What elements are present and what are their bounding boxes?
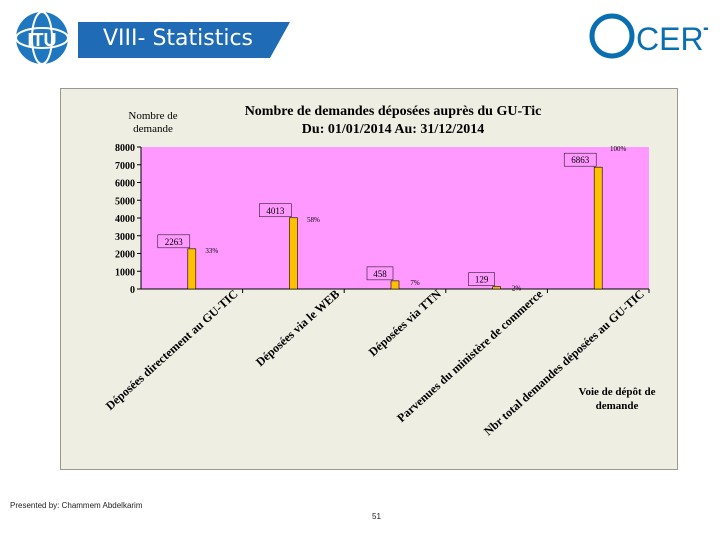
category-label: Nbr total demandes déposées au GU-TIC: [481, 287, 647, 438]
value-label-box: [157, 234, 191, 249]
category-label: Déposées directement au GU-TIC: [103, 287, 241, 413]
category-label: Déposées via le WEB: [253, 287, 342, 369]
value-label: 129: [475, 275, 489, 285]
y-tick-label: 5000: [115, 196, 135, 207]
value-label: 4013: [266, 206, 285, 216]
value-label-box: [563, 152, 597, 167]
bar: [390, 280, 400, 290]
bar: [289, 217, 298, 290]
value-label-box: [468, 272, 495, 286]
itu-logo: ITU: [15, 11, 69, 65]
y-tick-label: 6000: [115, 179, 135, 190]
percent-label: 100%: [610, 145, 627, 153]
bar-chart: Nombre de demandes déposées auprès du GU…: [103, 104, 656, 438]
y-tick-label: 7000: [115, 161, 135, 172]
y-tick-label: 0: [130, 285, 135, 296]
slide-title: VIII- Statistics: [103, 26, 254, 51]
y-tick-label: 3000: [115, 232, 135, 243]
y-axis-label-line1: Nombre de: [128, 110, 177, 122]
slide-header: ITU VIII- Statistics CERT: [0, 0, 720, 70]
plot-area: [141, 147, 649, 289]
value-label: 2263: [165, 237, 184, 247]
y-axis-label-line2: demande: [133, 123, 173, 135]
value-label-box: [366, 266, 394, 281]
chart-title-line1: Nombre de demandes déposées auprès du GU…: [245, 104, 542, 119]
bar: [593, 166, 603, 290]
bar: [187, 248, 197, 290]
itu-logo-text: ITU: [28, 30, 57, 50]
percent-label: 33%: [205, 247, 218, 255]
bar: [492, 286, 501, 290]
x-axis-label-line1: Voie de dépôt de: [579, 386, 656, 398]
cert-logo-text: CERT: [636, 21, 708, 57]
value-label-box: [259, 203, 292, 218]
category-label: Déposées via TTN: [366, 287, 444, 359]
cert-logo: CERT: [588, 8, 708, 64]
x-axis-label-line2: demande: [596, 400, 639, 412]
y-tick-label: 2000: [115, 250, 135, 261]
y-tick-label: 8000: [115, 143, 135, 154]
chart-title-line2: Du: 01/01/2014 Au: 31/12/2014: [302, 122, 484, 137]
percent-label: 7%: [410, 279, 420, 287]
presenter-credit: Presented by: Chammem Abdelkarim: [10, 501, 143, 510]
percent-label: 58%: [307, 216, 320, 224]
chart-panel: Nombre de demandes déposées auprès du GU…: [60, 88, 678, 470]
page-number: 51: [372, 512, 381, 521]
y-tick-label: 4000: [115, 214, 135, 225]
y-tick-label: 1000: [115, 267, 135, 278]
percent-label: 2%: [512, 285, 521, 293]
value-label: 6863: [571, 155, 590, 165]
value-label: 458: [373, 269, 387, 279]
